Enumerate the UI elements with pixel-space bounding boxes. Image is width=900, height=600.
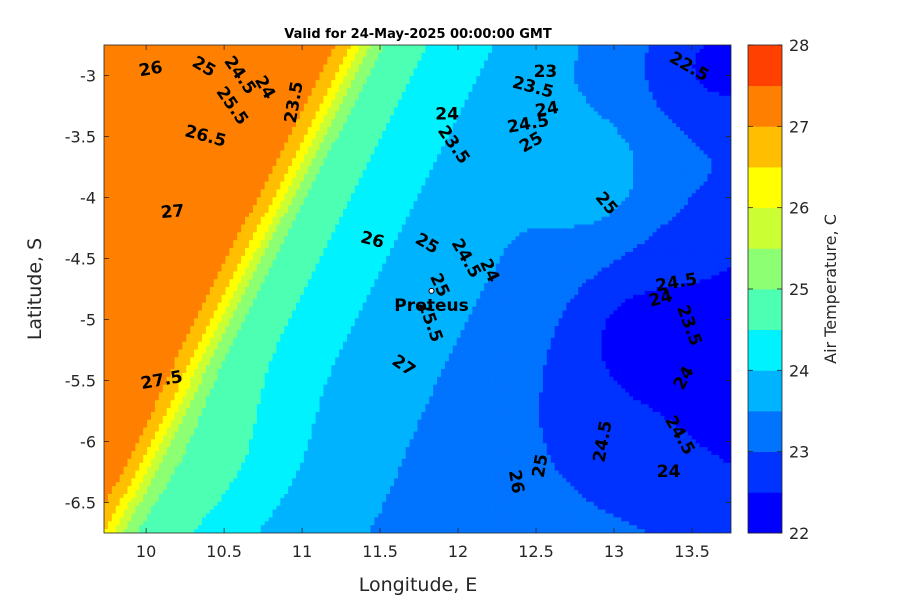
y-tick-label: -6.5 (65, 494, 96, 513)
x-tick-label: 11 (292, 542, 312, 561)
y-axis: -3 -3.5 -4 -4.5 -5 -5.5 -6 -6.5 (65, 67, 731, 513)
station-marker: Proteus (394, 287, 469, 316)
colorbar-tick-label: 28 (789, 36, 809, 55)
contour-label: 24 (657, 462, 681, 482)
contour-label: 24 (435, 105, 459, 125)
x-tick-label: 13.5 (674, 542, 710, 561)
colorbar: 22 23 24 25 26 27 28 (747, 36, 809, 543)
x-tick-label: 10 (136, 542, 156, 561)
y-axis-label: Latitude, S (24, 238, 46, 340)
contour-label: 23 (534, 62, 558, 82)
plot-area (104, 45, 731, 533)
station-label: Proteus (394, 296, 468, 316)
y-tick-label: -6 (80, 433, 96, 452)
x-tick-label: 10.5 (206, 542, 242, 561)
x-tick-label: 13 (604, 542, 624, 561)
contour-label: 27 (160, 201, 185, 223)
x-tick-label: 12 (448, 542, 468, 561)
colorbar-label: Air Temperature, C (821, 214, 840, 364)
chart-title: Valid for 24-May-2025 00:00:00 GMT (284, 27, 552, 42)
y-tick-label: -3.5 (65, 128, 96, 147)
x-axis-label: Longitude, E (359, 574, 478, 596)
x-tick-label: 11.5 (362, 542, 398, 561)
y-tick-label: -4.5 (65, 250, 96, 269)
colorbar-tick-label: 26 (789, 199, 809, 218)
contour-label: 24 (534, 98, 561, 122)
contour-label: 26 (137, 57, 164, 81)
contour-label: 25 (529, 453, 553, 480)
plot-frame (103, 44, 732, 534)
colorbar-tick-label: 22 (789, 524, 809, 543)
x-tick-label: 12.5 (518, 542, 554, 561)
colorbar-tick-label: 23 (789, 443, 809, 462)
y-tick-label: -3 (80, 67, 96, 86)
contour-label: 26 (504, 468, 528, 495)
y-tick-label: -5 (80, 311, 96, 330)
colorbar-tick-label: 25 (789, 280, 809, 299)
colorbar-tick-label: 24 (789, 361, 809, 380)
station-point (428, 287, 435, 294)
colorbar-tick-label: 27 (789, 117, 809, 136)
x-axis: 10 10.5 11 11.5 12 12.5 13 13.5 (136, 45, 710, 561)
y-tick-label: -4 (80, 189, 96, 208)
y-tick-label: -5.5 (65, 372, 96, 391)
